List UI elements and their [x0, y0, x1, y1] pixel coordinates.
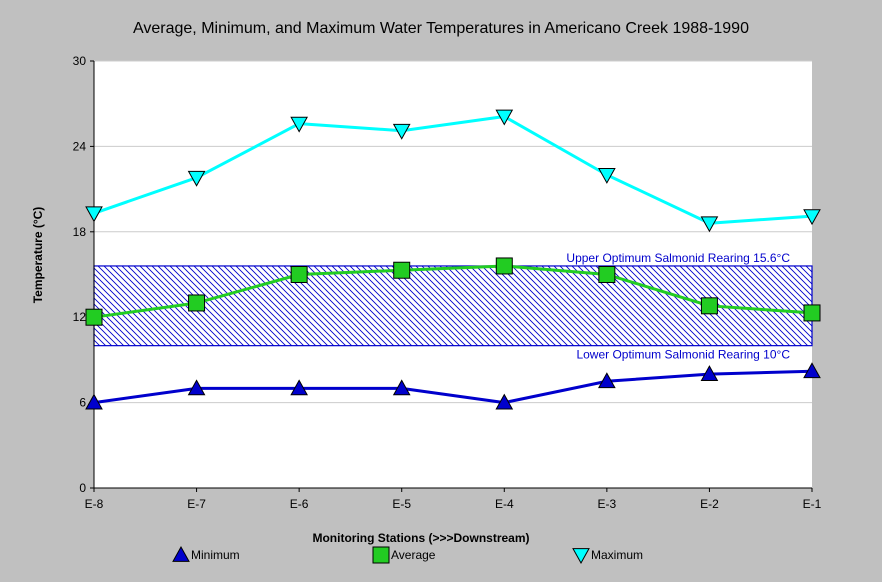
maximum-point: [495, 109, 514, 126]
minimum-point: [700, 365, 719, 382]
y-tick-label: 18: [73, 225, 87, 239]
minimum-point: [85, 393, 103, 410]
maximum-point: [187, 170, 206, 187]
minimum-point: [290, 379, 308, 396]
maximum-point: [392, 123, 411, 140]
legend-label-minimum: Minimum: [191, 548, 240, 562]
average-point: [598, 266, 616, 283]
x-tick-label: E-7: [187, 497, 206, 511]
average-point: [85, 308, 103, 326]
y-tick-label: 24: [73, 139, 87, 153]
x-tick-label: E-3: [598, 497, 617, 511]
series-average: [85, 257, 821, 326]
chart-title: Average, Minimum, and Maximum Water Temp…: [133, 20, 749, 37]
average-point: [188, 294, 206, 312]
average-line: [93, 264, 813, 319]
x-tick-label: E-1: [803, 497, 822, 511]
minimum-point: [803, 362, 821, 379]
legend-marker-maximum: [572, 548, 590, 565]
series-minimum: [85, 362, 821, 410]
band-upper-label: Upper Optimum Salmonid Rearing 15.6°C: [566, 251, 790, 265]
maximum-point: [85, 206, 103, 223]
x-tick-label: E-5: [392, 497, 411, 511]
legend-item-average: Average: [372, 546, 436, 564]
legend-item-maximum: Maximum: [572, 548, 643, 565]
maximum-line: [93, 115, 813, 225]
maximum-point: [598, 167, 616, 184]
series-lines: [85, 109, 821, 410]
legend-marker-average: [372, 546, 390, 564]
x-tick-label: E-2: [700, 497, 719, 511]
average-point: [700, 297, 718, 315]
tick-labels: 0 6 12 18 24 30 E-8 E-7 E-6 E-5 E-4 E-3 E-2 E-1: [73, 54, 822, 511]
legend-item-minimum: Minimum: [172, 545, 240, 562]
x-axis-label: Monitoring Stations (>>>Downstream): [312, 531, 529, 545]
legend-marker-minimum: [172, 545, 190, 562]
y-tick-label: 6: [79, 396, 86, 410]
minimum-point: [598, 372, 616, 389]
band-lower-label: Lower Optimum Salmonid Rearing 10°C: [576, 348, 790, 362]
x-tick-label: E-8: [85, 497, 104, 511]
minimum-point: [495, 393, 514, 410]
x-tick-label: E-4: [495, 497, 514, 511]
minimum-point: [187, 379, 206, 396]
average-point: [495, 257, 513, 275]
minimum-line: [93, 369, 813, 405]
y-tick-label: 30: [73, 54, 87, 68]
average-point: [290, 266, 308, 283]
legend-label-maximum: Maximum: [591, 548, 643, 562]
minimum-point: [392, 379, 411, 396]
maximum-point: [290, 116, 308, 133]
legend-label-average: Average: [391, 548, 436, 562]
y-tick-label: 0: [79, 481, 86, 495]
y-tick-label: 12: [73, 310, 87, 324]
y-axis-label: Temperature (°C): [31, 207, 45, 304]
axes: [93, 61, 812, 489]
series-maximum: [85, 109, 821, 233]
average-point: [393, 261, 411, 279]
x-tick-label: E-6: [290, 497, 309, 511]
maximum-point: [803, 209, 821, 226]
legend: Minimum Average Maximum: [172, 545, 643, 565]
average-point: [803, 304, 821, 322]
maximum-point: [700, 216, 719, 233]
